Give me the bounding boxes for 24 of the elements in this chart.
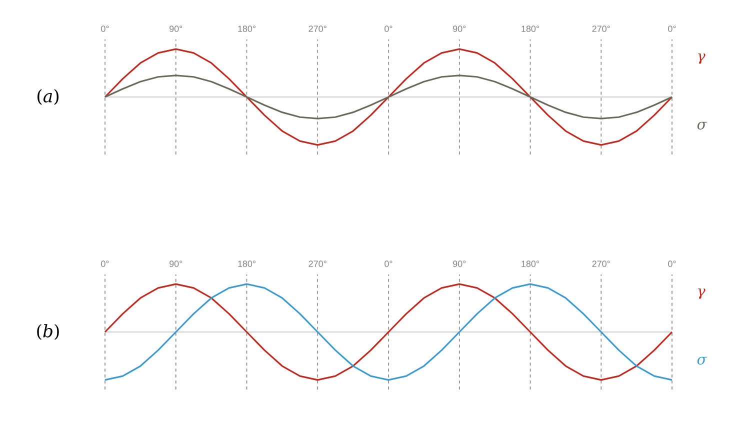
text: γ [698,288,706,299]
x-tick-label: 270° [308,260,326,267]
x-tick-label: 90° [453,260,466,267]
x-tick-label: 270° [308,26,326,32]
x-tick-label: 180° [238,26,256,32]
x-tick-label: 270° [592,26,610,32]
text: γ [698,53,706,64]
text: (a) [38,89,58,105]
x-tick-label: 90° [170,260,182,267]
x-tick-label: 0° [101,260,109,267]
x-tick-label: 180° [522,26,539,32]
x-tick-label: 0° [668,260,676,267]
text: σ [697,122,707,130]
x-tick-label: 180° [238,260,256,267]
x-tick-label: 0° [668,26,676,32]
x-tick-label: 0° [384,26,392,32]
x-tick-label: 0° [384,260,392,267]
text: σ [697,356,707,365]
x-tick-label: 90° [453,26,466,32]
x-tick-label: 0° [101,26,109,32]
text: (b) [37,324,59,340]
x-tick-label: 270° [592,260,610,267]
x-tick-label: 180° [522,260,539,267]
x-tick-label: 90° [170,26,182,32]
